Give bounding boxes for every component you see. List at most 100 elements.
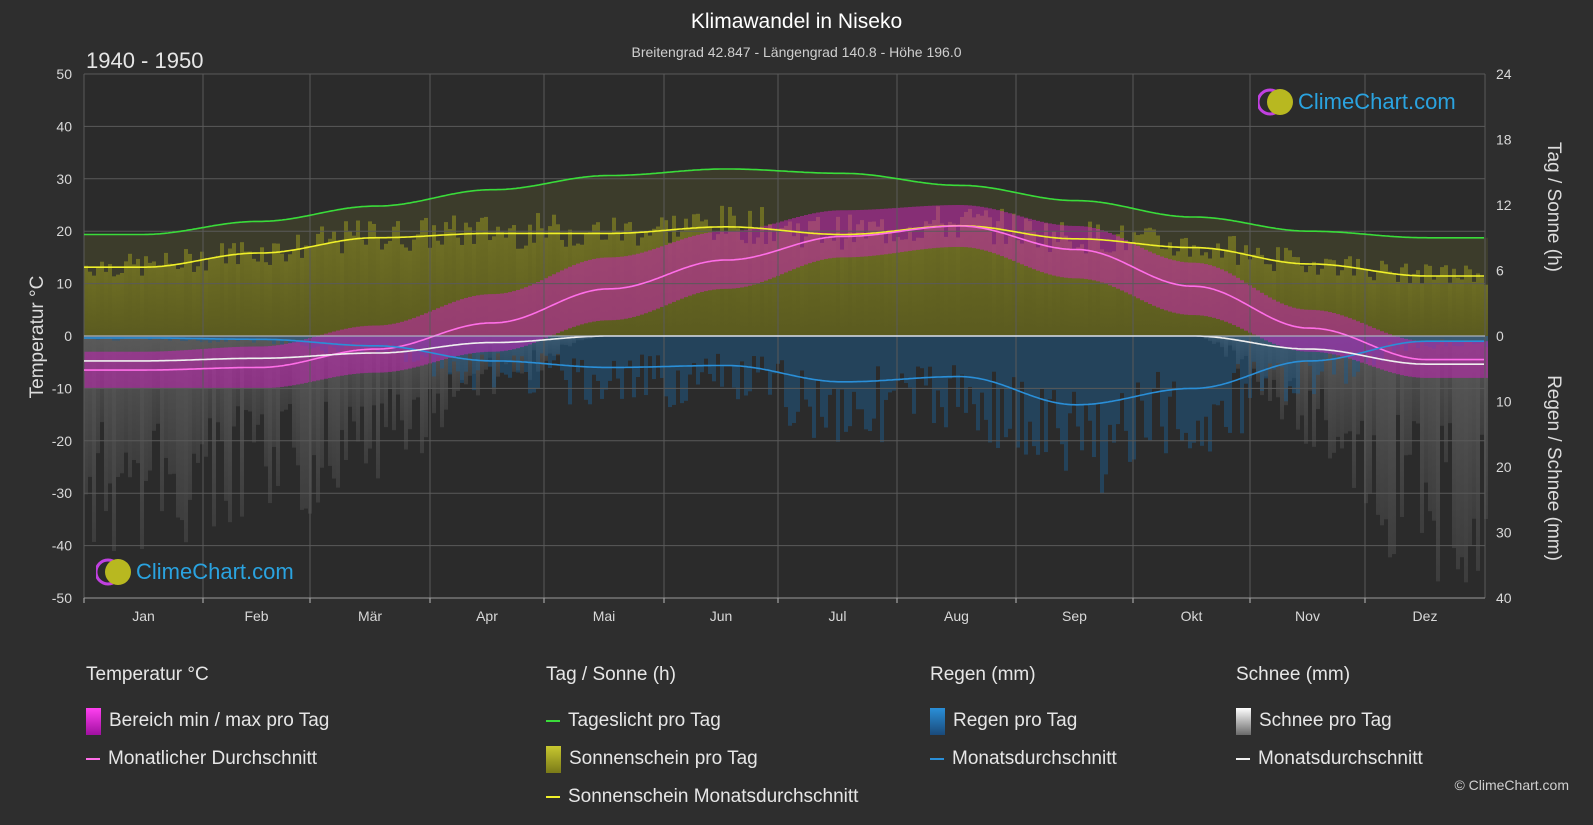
sunshine-bar xyxy=(232,243,236,336)
sunshine-bar xyxy=(956,237,960,336)
rain-bar xyxy=(720,336,724,387)
sunshine-bar xyxy=(1124,250,1128,336)
snow-bar xyxy=(136,336,140,464)
rain-bar xyxy=(84,336,88,338)
rain-bar xyxy=(560,336,564,371)
temp-range-bar xyxy=(1288,306,1292,350)
snow-bar xyxy=(332,336,336,479)
sunshine-bar xyxy=(444,222,448,336)
sunshine-bar xyxy=(1016,240,1020,336)
sunshine-bar xyxy=(1484,284,1488,336)
temp-range-bar xyxy=(1296,308,1300,351)
sunshine-bar xyxy=(1448,282,1452,336)
rain-bar xyxy=(872,336,876,419)
sunshine-bar xyxy=(868,221,872,336)
sunshine-bar xyxy=(180,267,184,336)
snow-bar xyxy=(124,336,128,453)
rain-bar xyxy=(220,336,224,338)
rain-bar xyxy=(1332,336,1336,375)
snow-bar xyxy=(1340,336,1344,449)
sunshine-bar xyxy=(216,255,220,336)
rain-bar xyxy=(144,336,148,339)
temp-range-bar xyxy=(796,216,800,268)
temp-range-bar xyxy=(1124,240,1128,293)
temp-range-bar xyxy=(1120,238,1124,291)
rain-bar xyxy=(1092,336,1096,458)
sunshine-bar xyxy=(1068,241,1072,336)
legend-item: Bereich min / max pro Tag xyxy=(86,702,329,740)
rain-bar xyxy=(240,336,244,339)
snow-bar xyxy=(1444,336,1448,463)
rain-bar xyxy=(504,336,508,375)
rain-bar xyxy=(572,336,576,359)
sunshine-bar xyxy=(1460,279,1464,336)
temp-range-bar xyxy=(1344,316,1348,358)
sunshine-bar xyxy=(952,223,956,336)
rain-bar xyxy=(1284,336,1288,402)
temp-range-bar xyxy=(1108,232,1112,286)
rain-bar xyxy=(692,336,696,364)
sunshine-bar xyxy=(164,252,168,336)
sunshine-bar xyxy=(528,224,532,336)
sunshine-bar xyxy=(424,217,428,336)
temp-range-bar xyxy=(1172,260,1176,313)
rain-bar xyxy=(924,336,928,386)
sunshine-bar xyxy=(504,237,508,336)
sunshine-bar xyxy=(1372,280,1376,336)
temp-range-bar xyxy=(1024,217,1028,266)
sunshine-bar xyxy=(296,234,300,336)
sunshine-bar xyxy=(1004,243,1008,336)
rain-mean-line xyxy=(84,337,1484,406)
sunshine-bar xyxy=(156,266,160,336)
snow-bar xyxy=(1364,336,1368,504)
rain-bar xyxy=(1480,336,1484,344)
temp-range-bar xyxy=(1348,318,1352,359)
rain-bar xyxy=(1160,336,1164,427)
rain-bar xyxy=(704,336,708,359)
rain-bar xyxy=(656,336,660,356)
sunshine-bar xyxy=(948,221,952,336)
rain-bar xyxy=(768,336,772,395)
rain-bar xyxy=(1228,336,1232,433)
rain-bar xyxy=(532,336,536,393)
temp-range-bar xyxy=(1052,224,1056,276)
sunshine-bar xyxy=(1012,213,1016,336)
y-axis-right-top-label: Tag / Sonne (h) xyxy=(1543,142,1564,272)
sunshine-bar xyxy=(392,226,396,336)
rain-bar xyxy=(1412,336,1416,344)
rain-bar xyxy=(788,336,792,426)
rain-bar xyxy=(1116,336,1120,425)
rain-bar xyxy=(944,336,948,428)
rain-bar xyxy=(268,336,272,341)
rain-bar xyxy=(156,336,160,338)
rain-bar xyxy=(892,336,896,391)
sunshine-bar xyxy=(788,221,792,336)
temp-range-bar xyxy=(1104,231,1108,284)
sunshine-bar xyxy=(832,240,836,336)
rain-bar xyxy=(628,336,632,361)
sunshine-bar xyxy=(100,261,104,336)
temp-range-bar xyxy=(1232,275,1236,326)
snow-bar xyxy=(1448,336,1452,424)
rain-bar xyxy=(472,336,476,391)
sunshine-bar xyxy=(1108,252,1112,336)
rain-bar xyxy=(1060,336,1064,445)
legend-item: Sonnenschein Monatsdurchschnitt xyxy=(546,778,858,816)
snow-bar xyxy=(96,336,100,454)
sunshine-bar xyxy=(1112,251,1116,336)
y-axis-left-label: Temperatur °C xyxy=(27,276,48,399)
rain-bar xyxy=(176,336,180,338)
sunshine-bar xyxy=(484,216,488,336)
snow-bar xyxy=(128,336,132,478)
legend-item: Schnee pro Tag xyxy=(1236,702,1423,740)
x-tick-label: Mai xyxy=(593,608,616,624)
rain-bar xyxy=(652,336,656,380)
temp-range-bar xyxy=(1272,299,1276,344)
sunshine-bar xyxy=(768,224,772,336)
rain-bar xyxy=(1212,336,1216,405)
sunshine-bar xyxy=(284,261,288,336)
sunshine-bar xyxy=(120,272,124,336)
sunshine-bar xyxy=(1020,243,1024,336)
temp-range-bar xyxy=(1004,212,1008,258)
sunshine-bar xyxy=(980,215,984,336)
